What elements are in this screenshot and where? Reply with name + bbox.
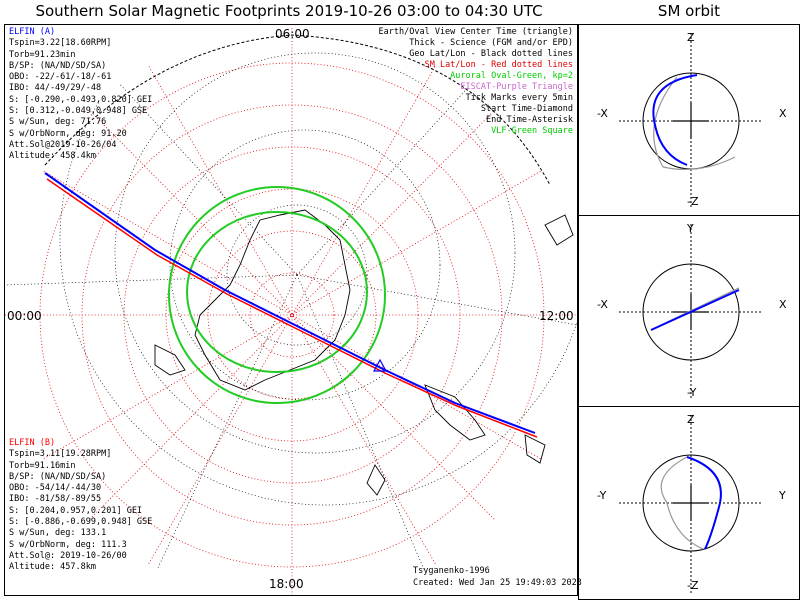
- lt-label-00: 00:00: [7, 309, 42, 323]
- svg-text:-Z: -Z: [687, 195, 699, 208]
- created-timestamp: Created: Wed Jan 25 19:49:03 2023: [413, 578, 582, 588]
- svg-text:Z: Z: [687, 413, 695, 426]
- svg-text:-X: -X: [597, 298, 608, 311]
- svg-text:X: X: [779, 298, 787, 311]
- sm-grid: [5, 27, 577, 595]
- earth-limb: [44, 34, 551, 186]
- svg-text:-Y: -Y: [597, 489, 607, 502]
- elfin-b-line: S: [-0.886,-0.699,0.948] GSE: [9, 517, 153, 528]
- sm-orbit-title: SM orbit: [657, 2, 721, 20]
- svg-text:X: X: [779, 107, 787, 120]
- elfin-track: [44, 172, 538, 438]
- legend-item: Earth/Oval View Center Time (triangle): [378, 27, 573, 37]
- elfin-b-title: ELFIN (B): [9, 438, 56, 448]
- elfin-b-line: S w/OrbNorm, deg: 111.3: [9, 539, 127, 550]
- footprint-map-panel: 06:00 00:00 12:00 18:00 ELFIN (A) Tspin=…: [4, 24, 582, 596]
- sm-orbit-yz: Z -Z -Y Y: [597, 413, 786, 593]
- elfin-a-line: Att.Sol@2019-10-26/04: [9, 139, 117, 150]
- legend-item: Thick - Science (FGM and/or EPD): [409, 38, 573, 48]
- elfin-a-line: S: [-0.290,-0.493,0.820] GEI: [9, 94, 153, 105]
- svg-text:-X: -X: [597, 107, 608, 120]
- legend-item: VLF-Green Square: [491, 126, 573, 136]
- elfin-a-line: IBO: 44/-49/29/-48: [9, 83, 102, 94]
- sm-orbit-xz: Z -Z -X X: [597, 31, 787, 209]
- legend-item: Start Time-Diamond: [480, 104, 573, 114]
- sm-orbit-panel-xy: Y -Y -X X: [578, 215, 800, 407]
- legend: Earth/Oval View Center Time (triangle) T…: [333, 27, 573, 147]
- legend-item: Geo Lat/Lon - Black dotted lines: [409, 49, 573, 59]
- elfin-b-line: Tspin=3.11[19.28RPM]: [9, 449, 112, 460]
- legend-item: SM Lat/Lon - Red dotted lines: [424, 60, 573, 70]
- elfin-a-line: B/SP: (NA/ND/SD/SA): [9, 60, 107, 71]
- svg-text:-Z: -Z: [687, 579, 699, 592]
- svg-text:Z: Z: [687, 31, 695, 44]
- elfin-a-line: S w/Sun, deg: 71.76: [9, 117, 107, 128]
- page-title: Southern Solar Magnetic Footprints 2019-…: [35, 2, 543, 20]
- legend-item: End Time-Asterisk: [486, 115, 573, 125]
- auroral-oval: [168, 186, 386, 404]
- elfin-b-line: S: [0.204,0.957,0.201] GEI: [9, 505, 143, 516]
- sm-orbit-panel-yz: Z -Z -Y Y: [578, 406, 800, 600]
- legend-item: Tick Marks every 5min: [465, 93, 573, 103]
- elfin-a-line: S: [0.312,-0.049,0.948] GSE: [9, 106, 148, 117]
- elfin-b-line: Altitude: 457.8km: [9, 562, 96, 573]
- elfin-a-title: ELFIN (A): [9, 27, 56, 37]
- elfin-b-line: Torb=91.16min: [9, 460, 76, 471]
- sm-orbit-panel-xz: Z -Z -X X Z: [578, 24, 800, 216]
- lt-label-12: 12:00: [539, 309, 574, 323]
- elfin-b-line: Att.Sol@: 2019-10-26/00: [9, 550, 127, 561]
- oval-view-triangle: [372, 358, 388, 372]
- coastlines: [154, 209, 574, 496]
- elfin-b-line: B/SP: (NA/ND/SD/SA): [9, 471, 107, 482]
- elfin-a-line: OBO: -22/-61/-18/-61: [9, 72, 112, 83]
- elfin-a-line: Altitude: 458.4km: [9, 151, 96, 162]
- elfin-a-line: S w/OrbNorm, deg: 91.20: [9, 128, 127, 139]
- elfin-b-line: OBO: -54/14/-44/30: [9, 483, 102, 494]
- geo-grid: [5, 27, 577, 595]
- lt-label-18: 18:00: [269, 577, 304, 591]
- svg-text:Y: Y: [778, 489, 786, 502]
- elfin-a-info: ELFIN (A) Tspin=3.22[18.60RPM] Torb=91.2…: [9, 27, 152, 163]
- elfin-b-info: ELFIN (B) Tspin=3.11[19.28RPM] Torb=91.1…: [9, 438, 152, 574]
- lt-label-06: 06:00: [275, 27, 310, 41]
- svg-text:-Y: -Y: [687, 386, 697, 399]
- elfin-b-line: S w/Sun, deg: 133.1: [9, 528, 107, 539]
- elfin-a-line: Torb=91.23min: [9, 49, 76, 60]
- legend-item: Auroral Oval-Green, kp=2: [450, 71, 573, 81]
- legend-item: EISCAT-Purple Triangle: [460, 82, 573, 92]
- elfin-b-line: IBO: -81/58/-89/55: [9, 494, 102, 505]
- footprint-map: [5, 27, 577, 595]
- elfin-a-line: Tspin=3.22[18.60RPM]: [9, 38, 112, 49]
- model-credit: Tsyganenko-1996: [413, 566, 490, 576]
- svg-text:Y: Y: [686, 222, 694, 235]
- sm-orbit-xy: Y -Y -X X: [597, 222, 787, 400]
